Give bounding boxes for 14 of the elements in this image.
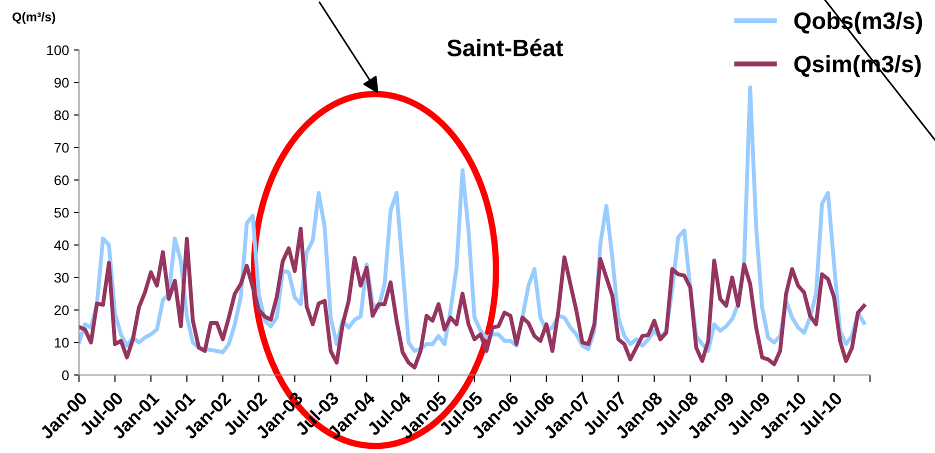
y-tick-label: 30 bbox=[54, 272, 69, 283]
chart-title: Saint-Béat bbox=[447, 38, 564, 56]
y-tick-label: 90 bbox=[54, 78, 69, 88]
y-tick-label: 0 bbox=[62, 370, 69, 380]
y-tick-label: 80 bbox=[54, 110, 69, 120]
y-tick-label: 100 bbox=[47, 45, 69, 56]
y-tick-label: 40 bbox=[54, 240, 69, 250]
y-tick-label: 20 bbox=[54, 305, 69, 316]
y-tick-label: 50 bbox=[54, 208, 69, 218]
y-tick-label: 70 bbox=[54, 142, 69, 153]
y-axis-title: Q(m³/s) bbox=[12, 12, 56, 24]
line-series bbox=[79, 226, 866, 370]
y-tick-label: 60 bbox=[54, 175, 69, 186]
y-tick-label: 10 bbox=[54, 338, 69, 348]
